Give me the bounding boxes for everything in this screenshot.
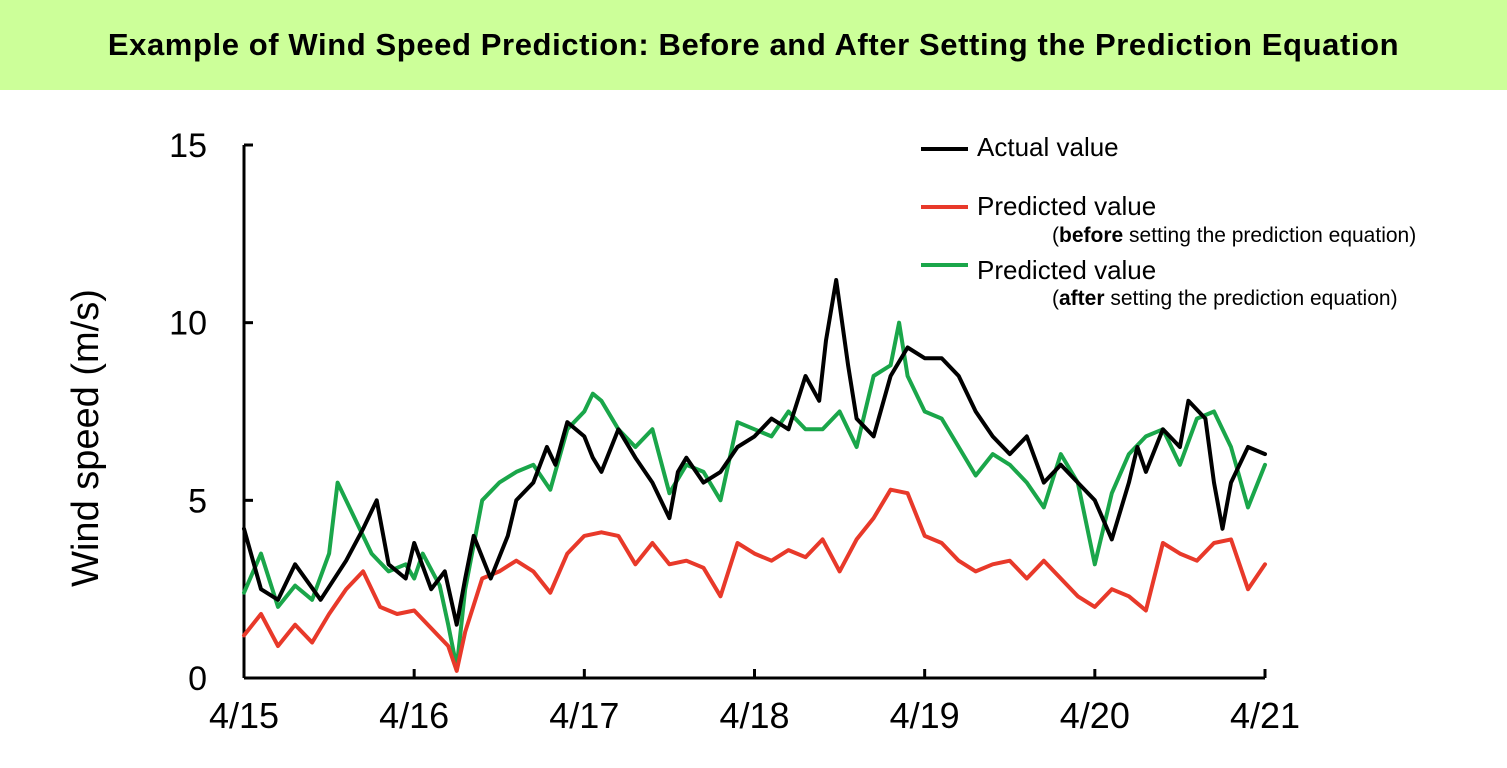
x-tick-label: 4/16	[379, 695, 449, 736]
x-tick-label: 4/21	[1230, 695, 1300, 736]
title-bar: Example of Wind Speed Prediction: Before…	[0, 0, 1507, 90]
legend-sublabel-before: (before setting the prediction equation)	[1052, 224, 1416, 247]
legend-label-before: Predicted value	[977, 191, 1156, 221]
chart-title: Example of Wind Speed Prediction: Before…	[107, 27, 1400, 62]
series-line-predicted-before	[242, 487, 1267, 673]
legend-sub-prefix: (	[1052, 224, 1059, 247]
legend-sub-bold: before	[1059, 224, 1123, 247]
legend-label-after: Predicted value	[977, 255, 1156, 285]
legend-sub-suffix: setting the prediction equation)	[1105, 287, 1398, 310]
y-tick-label: 10	[169, 305, 207, 343]
legend-sub-bold: after	[1059, 287, 1105, 310]
legend-sub-suffix: setting the prediction equation)	[1123, 224, 1416, 247]
y-tick-label: 15	[169, 127, 207, 165]
x-tick-label: 4/18	[719, 695, 789, 736]
y-tick-label: 5	[188, 482, 207, 520]
series-layer	[242, 278, 1267, 673]
x-tick-label: 4/15	[209, 695, 279, 736]
series-line-actual	[242, 278, 1267, 627]
x-tick-label: 4/19	[890, 695, 960, 736]
y-ticks: 0 5 10 15	[169, 127, 253, 698]
x-ticks: 4/15 4/16 4/17 4/18 4/19 4/20 4/21	[209, 669, 1300, 736]
y-axis-label: Wind speed (m/s)	[65, 289, 107, 587]
legend-label-actual: Actual value	[977, 132, 1119, 162]
y-tick-label: 0	[188, 660, 207, 698]
x-tick-label: 4/20	[1060, 695, 1130, 736]
legend: Actual value Predicted value (before set…	[921, 132, 1416, 310]
x-tick-label: 4/17	[549, 695, 619, 736]
legend-sublabel-after: (after setting the prediction equation)	[1052, 287, 1398, 310]
legend-sub-prefix: (	[1052, 287, 1059, 310]
